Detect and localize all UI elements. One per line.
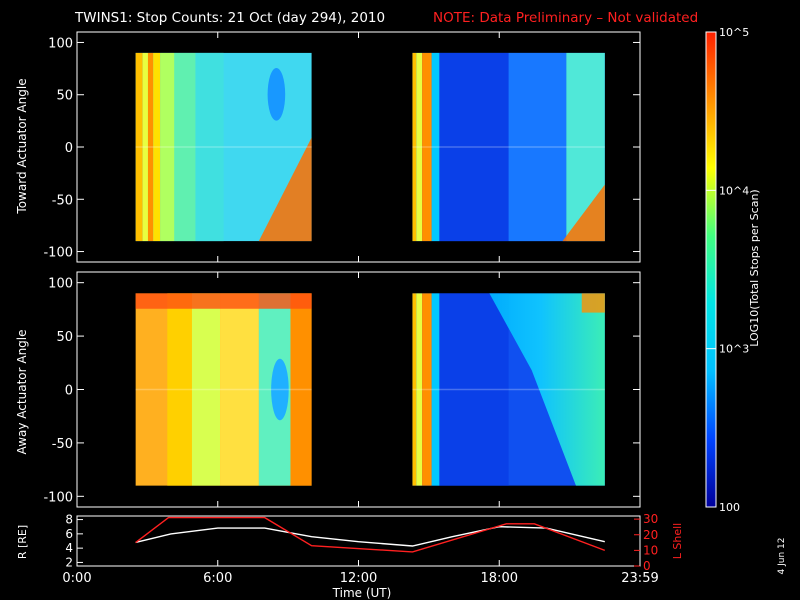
- x-tick-label: 6:00: [203, 571, 232, 586]
- block-edge-stripe: [135, 52, 143, 242]
- low-count-region: [271, 358, 289, 421]
- evening-data-block: [412, 293, 605, 486]
- series-line-l-shell: [135, 516, 606, 553]
- block-gradient-stripe: [167, 293, 192, 486]
- block-edge-stripe: [412, 52, 417, 242]
- block-edge-stripe: [147, 52, 154, 242]
- colorbar-tick-label: 10^4: [719, 184, 749, 197]
- y-tick-label: -50: [52, 193, 73, 208]
- left-y-tick-label: 4: [65, 541, 73, 555]
- block-gradient-stripe: [439, 52, 509, 242]
- left-y-tick-label: 2: [65, 555, 73, 569]
- y-tick-label: 50: [56, 330, 73, 345]
- left-y-tick-label: 8: [65, 513, 73, 527]
- y-tick-label: -100: [43, 246, 73, 261]
- orbit-right-ylabel: L Shell: [671, 523, 684, 559]
- block-gradient-stripe: [191, 293, 221, 486]
- x-tick-label: 23:59: [621, 571, 658, 586]
- y-tick-label: -100: [43, 490, 73, 505]
- block-edge-stripe: [416, 52, 423, 242]
- right-y-tick-label: 10: [643, 543, 658, 557]
- colorbar-tick-label: 100: [719, 501, 740, 514]
- x-tick-label: 12:00: [340, 571, 377, 586]
- block-edge-stripe: [416, 293, 423, 486]
- morning-data-block: [135, 293, 312, 486]
- y-tick-label: -50: [52, 437, 73, 452]
- right-y-tick-label: 30: [643, 512, 658, 526]
- block-edge-stripe: [431, 52, 440, 242]
- y-tick-label: 50: [56, 89, 73, 104]
- high-count-region: [581, 293, 605, 313]
- high-count-region: [135, 293, 312, 309]
- preliminary-note: NOTE: Data Preliminary – Not validated: [433, 10, 698, 26]
- toward-panel: 100 50 0 -50 -100: [43, 31, 641, 263]
- block-gradient-stripe: [508, 52, 567, 242]
- block-edge-stripe: [142, 52, 148, 242]
- block-edge-stripe: [153, 52, 161, 242]
- y-tick-label: 100: [48, 36, 73, 51]
- series-line-r: [135, 525, 605, 547]
- y-tick-label: 0: [65, 384, 73, 399]
- x-tick-label: 0:00: [62, 571, 91, 586]
- colorbar-tick-label: 10^3: [719, 343, 749, 356]
- colorbar-tick-label: 10^5: [719, 26, 749, 39]
- block-gradient-stripe: [439, 293, 509, 486]
- y-tick-label: 100: [48, 277, 73, 292]
- morning-data-block: [135, 52, 312, 242]
- x-tick-label: 18:00: [481, 571, 518, 586]
- evening-data-block: [412, 52, 605, 242]
- high-count-region: [258, 137, 312, 242]
- block-gradient-stripe: [195, 52, 224, 242]
- block-edge-stripe: [422, 52, 432, 242]
- away-ylabel: Away Actuator Angle: [15, 329, 29, 454]
- date-stamp: 4 Jun 12: [777, 538, 787, 575]
- low-count-region: [267, 67, 286, 121]
- colorbar-label: LOG10(Total Stops per Scan): [748, 189, 761, 346]
- block-edge-stripe: [412, 293, 417, 486]
- high-count-region: [562, 184, 605, 242]
- block-gradient-stripe: [220, 293, 259, 486]
- left-y-tick-label: 6: [65, 527, 73, 541]
- block-edge-stripe: [431, 293, 440, 486]
- right-y-tick-label: 20: [643, 528, 658, 542]
- right-y-tick-label: 0: [643, 559, 651, 573]
- chart-title: TWINS1: Stop Counts: 21 Oct (day 294), 2…: [74, 10, 385, 26]
- toward-ylabel: Toward Actuator Angle: [15, 78, 29, 214]
- high-count-region: [489, 293, 605, 486]
- away-panel: 100 50 0 -50 -100: [43, 271, 641, 508]
- y-tick-label: 0: [65, 141, 73, 156]
- colorbar-fill: [706, 32, 716, 507]
- orbit-left-ylabel: R [RE]: [16, 525, 29, 559]
- block-gradient-stripe: [174, 52, 196, 242]
- colorbar: 10^5 10^4 10^3 100: [705, 26, 749, 514]
- block-gradient-stripe: [160, 52, 175, 242]
- block-edge-stripe: [422, 293, 432, 486]
- x-axis-label: Time (UT): [332, 586, 392, 600]
- block-gradient-stripe: [290, 293, 312, 486]
